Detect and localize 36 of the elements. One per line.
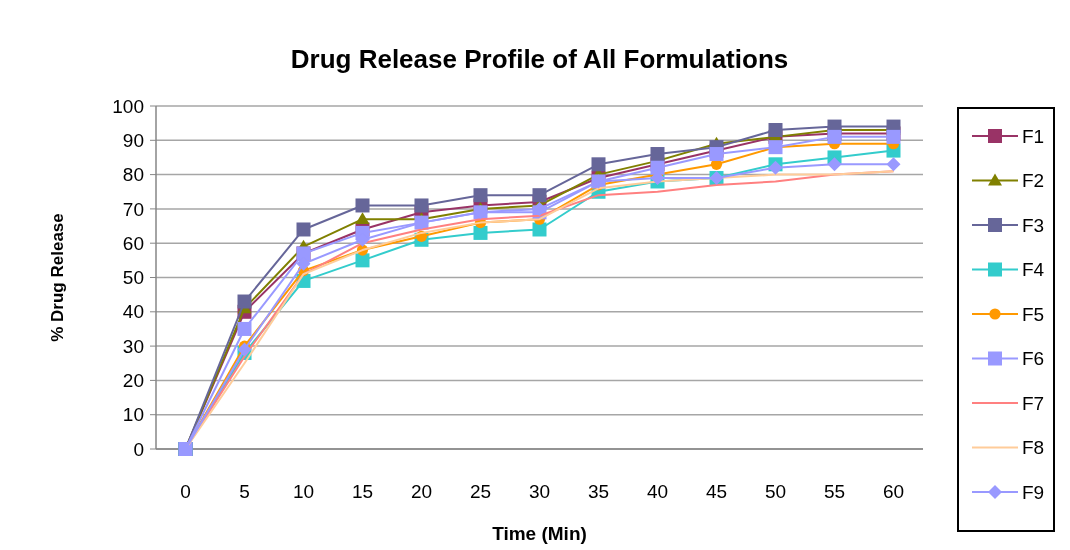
x-tick-label: 5 [239,481,250,502]
legend-label: F7 [1022,392,1045,414]
legend-label: F5 [1022,303,1045,325]
x-tick-label: 15 [351,481,374,502]
chart-title: Drug Release Profile of All Formulations [290,44,789,74]
legend-label: F8 [1022,437,1045,459]
y-tick-label: 100 [112,95,144,117]
y-axis-title: % Drug Release [48,213,67,342]
y-tick-label: 70 [122,198,144,220]
legend-label: F1 [1022,125,1045,147]
x-axis-title: Time (Min) [492,523,587,544]
legend-label: F3 [1022,214,1045,236]
x-tick-label: 30 [528,481,551,502]
x-tick-label: 20 [410,481,433,502]
legend-label: F4 [1022,259,1045,281]
x-tick-label: 10 [292,481,315,502]
y-tick-label: 50 [122,267,144,289]
x-tick-label: 55 [823,481,846,502]
y-tick-label: 10 [122,404,144,426]
legend-label: F6 [1022,348,1045,370]
x-tick-label: 25 [469,481,492,502]
y-tick-label: 0 [133,438,144,460]
x-tick-label: 60 [882,481,905,502]
x-tick-label: 35 [587,481,610,502]
y-tick-label: 60 [122,232,144,254]
x-tick-label: 40 [646,481,669,502]
y-tick-label: 40 [122,301,144,323]
y-tick-label: 80 [122,164,144,186]
legend-label: F9 [1022,481,1045,503]
x-tick-label: 0 [180,481,191,502]
y-tick-label: 30 [122,335,144,357]
x-tick-label: 45 [705,481,728,502]
x-tick-label: 50 [764,481,787,502]
legend-label: F2 [1022,170,1045,192]
y-tick-label: 20 [122,370,144,392]
y-tick-label: 90 [122,129,144,151]
